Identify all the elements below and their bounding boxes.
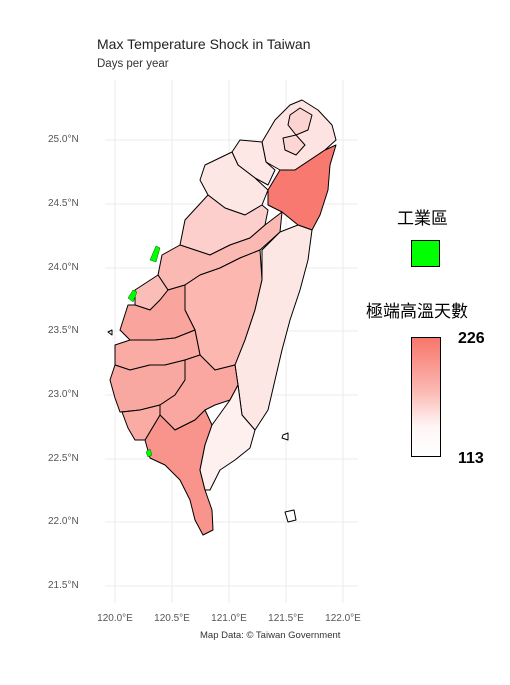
map-subtitle: Days per year: [97, 58, 169, 70]
island-penghu: [107, 329, 113, 336]
x-tick-label: 122.0°E: [325, 613, 361, 624]
x-tick-label: 121.5°E: [268, 613, 304, 624]
region-kaohsiung-city: [121, 404, 161, 441]
region-pingtung: [144, 409, 214, 536]
region-yilan: [267, 144, 337, 231]
legend-scale-min: 113: [458, 450, 484, 467]
x-tick-label: 120.5°E: [154, 613, 190, 624]
x-tick-label: 121.0°E: [211, 613, 247, 624]
y-tick-label: 24.5°N: [48, 198, 79, 209]
region-taipei-city: [282, 134, 306, 156]
y-tick-label: 22.5°N: [48, 453, 79, 464]
y-tick-label: 25.0°N: [48, 134, 79, 145]
x-tick-label: 120.0°E: [97, 613, 133, 624]
map-title: Max Temperature Shock in Taiwan: [97, 36, 311, 52]
industrial-zone-mailiao: [127, 289, 138, 303]
region-keelung: [287, 107, 313, 136]
legend-scale-title: 極端高溫天數: [366, 302, 468, 322]
region-hualien: [234, 224, 313, 431]
y-tick-label: 22.0°N: [48, 516, 79, 527]
industrial-zone-taichung-port: [149, 245, 161, 263]
legend-color-bar: [411, 337, 441, 457]
legend-industrial-title: 工業區: [397, 209, 448, 229]
y-tick-label: 21.5°N: [48, 580, 79, 591]
island-orchid: [284, 509, 297, 523]
region-taitung: [199, 384, 256, 491]
y-tick-label: 24.0°N: [48, 262, 79, 273]
county-regions: [107, 99, 337, 536]
industrial-zones: [127, 245, 161, 458]
legend-industrial-key: [411, 240, 440, 267]
y-tick-label: 23.5°N: [48, 325, 79, 336]
legend-scale-max: 226: [458, 330, 485, 347]
map-caption: Map Data: © Taiwan Government: [200, 630, 341, 641]
y-tick-label: 23.0°N: [48, 389, 79, 400]
industrial-zone-linyuan: [145, 448, 153, 458]
island-green: [281, 432, 289, 441]
